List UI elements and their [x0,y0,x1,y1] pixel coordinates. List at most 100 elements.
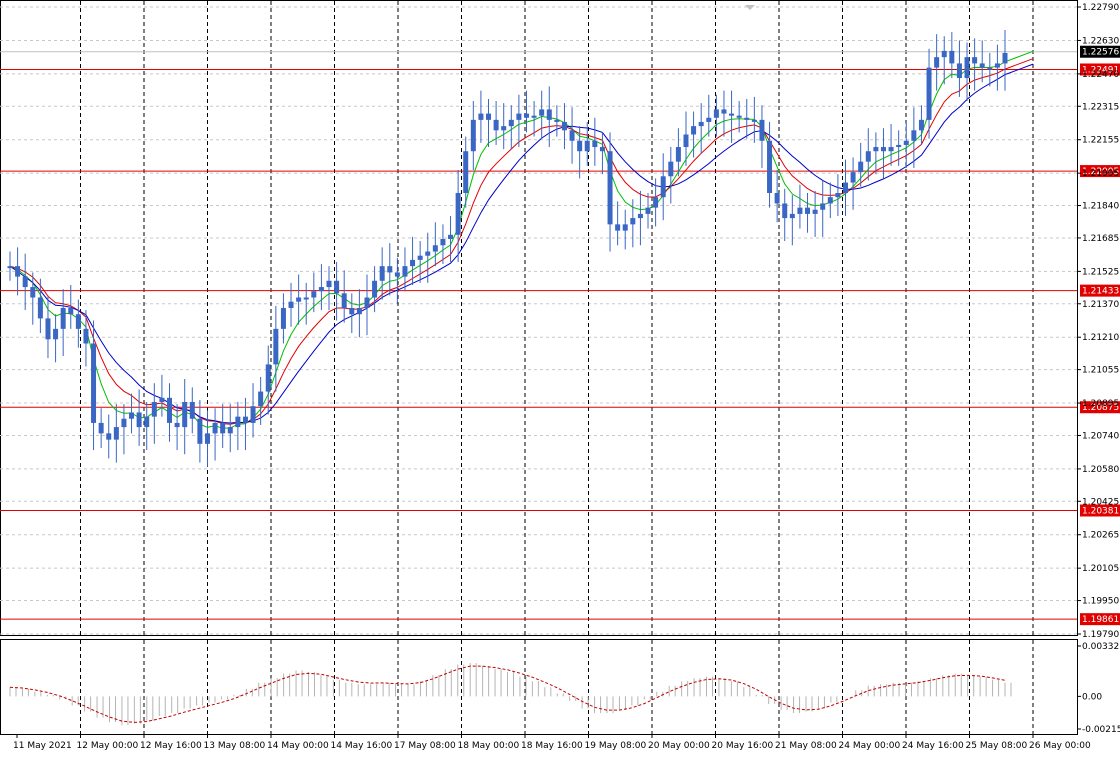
price-bar-body [455,193,461,235]
price-bar-body [751,119,757,122]
price-bar-body [797,207,803,214]
x-tick-label: 20 May 16:00 [712,741,774,751]
price-bar-body [911,130,917,141]
price-bar-body [22,276,28,288]
level-badge [1080,613,1120,626]
y-tick-label: 1.21685 [1082,234,1119,244]
price-bar-body [204,433,210,444]
price-bar-body [258,391,264,407]
y-tick-label: 1.22155 [1082,136,1119,146]
price-bar-body [227,427,233,434]
price-bar-body [630,218,636,225]
price-bar-body [782,203,788,219]
price-bar-body [660,176,666,198]
price-bar-body [713,109,719,118]
price-bar-body [265,364,271,392]
x-tick-label: 26 May 00:00 [1029,741,1091,751]
price-bar-body [220,422,226,434]
price-bar-body [956,63,962,79]
price-bar-body [280,307,286,329]
price-axis: 1.22790 1.22630 1.22470 1.22315 1.22155 1.219… [1077,3,1119,640]
price-bar-body [15,266,21,277]
price-bar-body [979,63,985,68]
price-bar-body [296,297,302,302]
price-bar-body [531,115,537,118]
price-bar-body [767,140,773,194]
oscillator: 0.00332 0.00 -0.00215 [9,642,1120,735]
x-tick-label: 12 May 00:00 [77,741,139,751]
level-label: 1.21433 [1082,287,1119,297]
price-bar-body [683,134,689,148]
price-bar-body [842,182,848,194]
price-bar-body [250,406,256,423]
price-bar-body [493,119,499,131]
price-bar-body [60,307,66,329]
price-bar-body [113,427,119,440]
price-bar-body [653,197,659,208]
osc-tick-label: -0.00215 [1082,725,1120,735]
y-tick-label: 1.20895 [1082,399,1119,409]
price-bar-body [379,266,385,281]
price-bar-body [729,113,735,116]
price-bar-body [637,213,643,219]
price-bar-body [903,140,909,145]
price-bar-body [508,119,514,127]
price-bar-body [615,224,621,231]
price-bar-body [577,140,583,152]
level-badge [1080,284,1120,297]
osc-tick-label: 0.00332 [1082,642,1119,652]
price-bar-body [691,126,697,135]
price-bar-body [744,117,750,120]
price-bar-body [349,307,355,315]
price-bar-body [987,67,993,70]
y-tick-label: 1.22630 [1082,36,1119,46]
current-price-badge [1080,45,1120,58]
price-bar-body [592,140,598,148]
y-tick-label: 1.19790 [1082,630,1119,640]
y-tick-label: 1.21210 [1082,333,1119,343]
x-tick-label: 24 May 00:00 [839,741,901,751]
price-bar-body [303,297,309,300]
x-tick-label: 21 May 08:00 [775,741,837,751]
time-axis: 11 May 2021 12 May 00:00 12 May 16:00 13 Ma… [13,734,1091,751]
x-tick-label: 14 May 00:00 [267,741,329,751]
price-bar-body [994,63,1000,68]
price-bar-body [934,57,940,68]
price-bar-body [584,140,590,152]
price-bar-body [539,109,545,116]
price-bar-body [189,402,195,419]
price-bar-body [37,297,43,319]
grid [0,1,1077,734]
price-bar-body [364,297,370,308]
price-bar-body [516,113,522,120]
current-price-label: 1.22576 [1082,48,1119,58]
price-bar-body [372,280,378,298]
y-tick-label: 1.21370 [1082,300,1119,310]
price-bar-body [402,266,408,277]
price-bar-body [440,238,446,246]
price-bar-body [812,209,818,214]
price-bar-body [599,147,605,152]
y-tick-label: 1.21055 [1082,366,1119,376]
x-tick-label: 17 May 08:00 [394,741,456,751]
level-badge [1080,165,1120,178]
x-tick-label: 12 May 16:00 [140,741,202,751]
horizontal-levels[interactable]: 1.22491 1.22005 1.21433 1.20875 1.20381 1.198… [0,45,1120,626]
price-bar-body [721,109,727,114]
price-bar-body [561,121,567,131]
price-bar-body [83,328,89,344]
price-bar-body [136,412,142,428]
price-bar-body [706,117,712,122]
price-panel-frame [0,0,1078,636]
price-bar-body [318,287,324,292]
price-bar-body [698,121,704,127]
x-tick-label: 19 May 08:00 [585,741,647,751]
price-bar-body [326,280,332,288]
x-tick-label: 24 May 16:00 [902,741,964,751]
price-bar-body [341,293,347,308]
price-bar-body [850,172,856,183]
price-bar-body [759,119,765,141]
price-bar-body [463,151,469,194]
price-bar-body [235,416,241,428]
